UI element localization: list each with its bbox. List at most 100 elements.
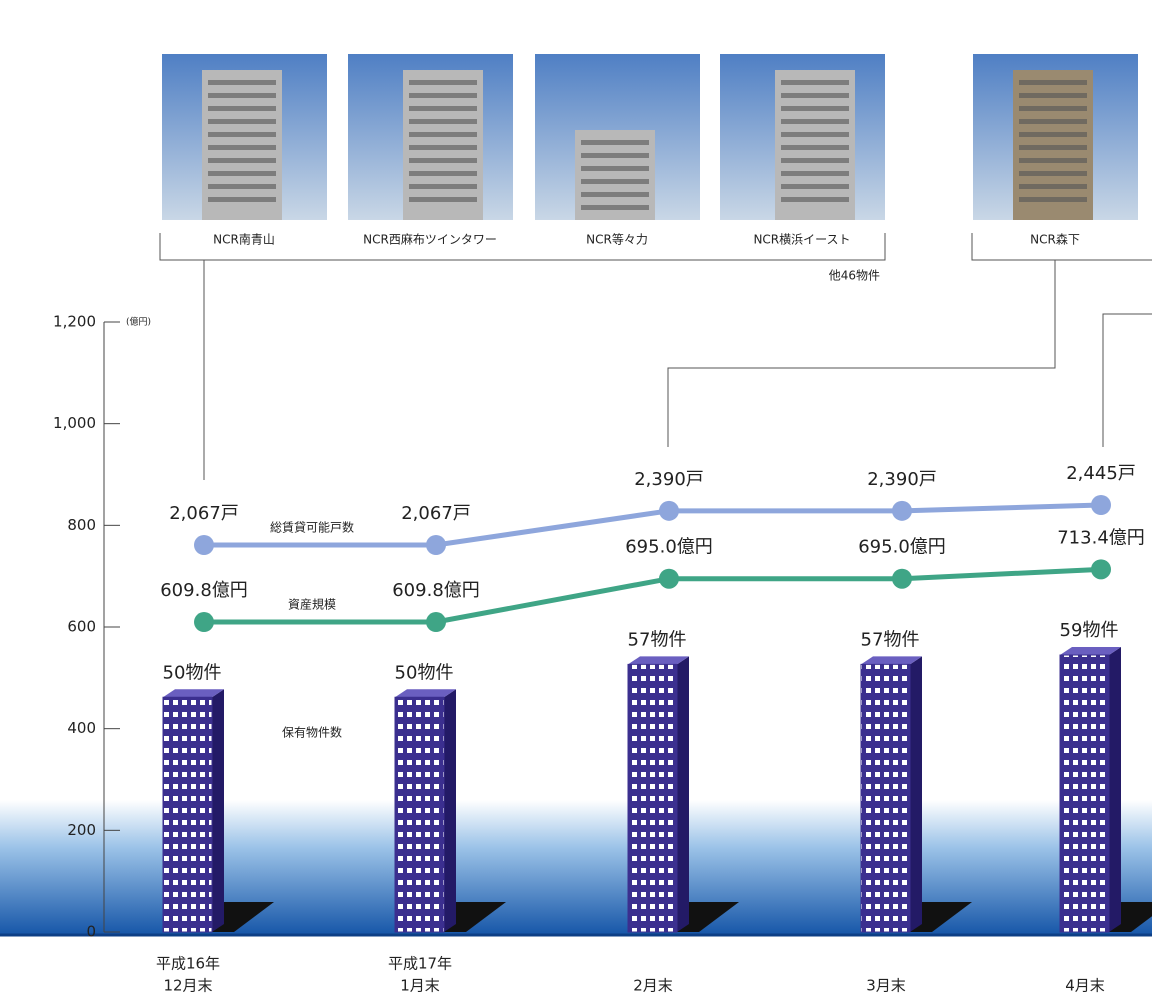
value-label: 609.8億円 xyxy=(392,580,480,601)
photo-window-row xyxy=(409,145,477,150)
photo-window-row xyxy=(781,158,849,163)
building-roof xyxy=(861,656,922,665)
point xyxy=(194,535,214,555)
building-side xyxy=(1109,647,1121,932)
building-shadow xyxy=(910,902,972,932)
value-label: 50物件 xyxy=(163,662,222,683)
photo-window-row xyxy=(781,145,849,150)
photo-window-row xyxy=(208,119,276,124)
building-side xyxy=(677,656,689,932)
photo-window-row xyxy=(1019,93,1087,98)
value-label: 59物件 xyxy=(1060,620,1119,641)
value-label: 2,390戸 xyxy=(634,469,704,490)
value-label: 57物件 xyxy=(628,629,687,650)
photo-window-row xyxy=(208,171,276,176)
photo-window-row xyxy=(409,171,477,176)
point xyxy=(659,568,679,589)
photo-caption: NCR西麻布ツインタワー xyxy=(363,232,497,247)
photo-window-row xyxy=(409,132,477,137)
photo-window-row xyxy=(409,93,477,98)
photo-window-row xyxy=(781,132,849,137)
building-side xyxy=(910,656,922,932)
photo-window-row xyxy=(1019,119,1087,124)
photo-window-row xyxy=(208,145,276,150)
photo-window-row xyxy=(409,158,477,163)
photo-window-row xyxy=(208,184,276,189)
building-roof xyxy=(163,689,224,698)
bar xyxy=(394,696,445,933)
photo-window-row xyxy=(208,197,276,202)
x-tick-label: 1月末 xyxy=(400,977,440,995)
x-year-label: 平成17年 xyxy=(388,955,452,973)
building-side xyxy=(212,689,224,932)
point xyxy=(1091,559,1111,580)
point xyxy=(426,612,446,633)
photo-window-row xyxy=(208,93,276,98)
photo-caption: NCR南青山 xyxy=(213,232,275,247)
photo-window-row xyxy=(409,80,477,85)
photo-window-row xyxy=(1019,106,1087,111)
photos-note: 他46物件 xyxy=(829,269,880,283)
photo-window-row xyxy=(581,140,649,145)
photo-window-row xyxy=(581,153,649,158)
y-tick-label: 1,000 xyxy=(53,414,96,432)
x-year-label: 平成16年 xyxy=(156,955,220,973)
y-tick-label: 600 xyxy=(67,618,96,636)
value-label: 2,445戸 xyxy=(1066,463,1136,484)
building-side xyxy=(444,689,456,932)
y-tick-label: 400 xyxy=(67,719,96,737)
photo-window-row xyxy=(781,106,849,111)
photo-window-row xyxy=(781,171,849,176)
photo-caption: NCR横浜イースト xyxy=(753,233,850,247)
building-roof xyxy=(628,656,689,665)
bar xyxy=(860,663,911,933)
photo-window-row xyxy=(781,80,849,85)
bar xyxy=(627,663,678,933)
y-tick-label: 200 xyxy=(67,821,96,839)
y-tick-label: 800 xyxy=(67,516,96,534)
photo-window-row xyxy=(581,179,649,184)
photo-window-row xyxy=(208,132,276,137)
photo-window-row xyxy=(1019,158,1087,163)
value-label: 695.0億円 xyxy=(858,537,946,558)
photo-window-row xyxy=(208,80,276,85)
point xyxy=(892,568,912,589)
photo-window-row xyxy=(1019,132,1087,137)
value-label: 2,067戸 xyxy=(401,503,471,524)
photo-window-row xyxy=(1019,197,1087,202)
building-shadow xyxy=(212,902,274,932)
photo-window-row xyxy=(581,192,649,197)
photo-window-row xyxy=(781,197,849,202)
point xyxy=(892,500,912,521)
series-label: 総賃貸可能戸数 xyxy=(270,520,354,535)
value-label: 2,390戸 xyxy=(867,469,937,490)
photo-window-row xyxy=(208,158,276,163)
photo-window-row xyxy=(409,197,477,202)
photo-window-row xyxy=(1019,80,1087,85)
value-label: 713.4億円 xyxy=(1057,527,1145,548)
photo-window-row xyxy=(581,166,649,171)
bar xyxy=(1059,654,1110,933)
x-tick-label: 12月末 xyxy=(163,977,212,995)
photo-window-row xyxy=(409,106,477,111)
value-label: 50物件 xyxy=(395,662,454,683)
point xyxy=(1091,495,1111,515)
photo-caption: NCR等々力 xyxy=(586,233,648,247)
x-tick-label: 2月末 xyxy=(633,977,673,995)
x-tick-label: 3月末 xyxy=(866,977,906,995)
y-tick-label: 1,200 xyxy=(53,313,96,331)
point xyxy=(659,500,679,521)
photo-window-row xyxy=(781,119,849,124)
series-label: 保有物件数 xyxy=(282,725,342,740)
value-label: 609.8億円 xyxy=(160,580,248,601)
x-tick-label: 4月末 xyxy=(1065,977,1105,995)
value-label: 2,067戸 xyxy=(169,503,239,524)
unit-label: (億円) xyxy=(126,316,151,328)
value-label: 57物件 xyxy=(861,629,920,650)
series-label: 資産規模 xyxy=(288,597,336,612)
photo-window-row xyxy=(409,184,477,189)
series-line xyxy=(204,566,1102,625)
value-label: 695.0億円 xyxy=(625,537,713,558)
point xyxy=(426,535,446,555)
photo-window-row xyxy=(208,106,276,111)
